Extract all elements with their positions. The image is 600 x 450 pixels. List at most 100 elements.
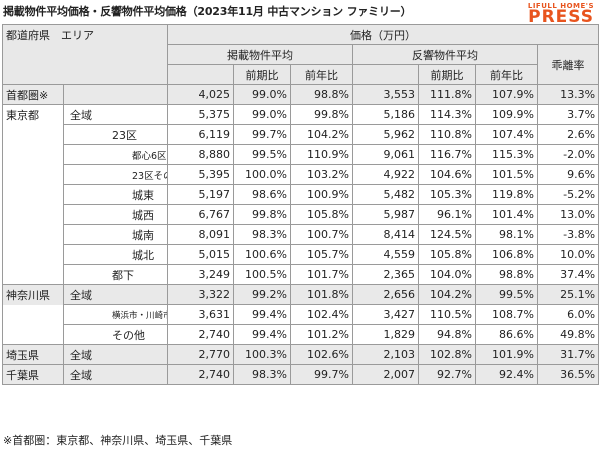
cell-listed-prev-year: 101.8% bbox=[290, 284, 353, 305]
cell-listed-prev-year: 110.9% bbox=[290, 144, 353, 165]
price-table: 都道府県 エリア 価格（万円） 掲載物件平均 反響物件平均 乖離率 前期比 前年… bbox=[2, 24, 600, 385]
cell-gap-rate: 25.1% bbox=[536, 284, 600, 305]
cell-listed-prev-year: 98.8% bbox=[290, 84, 353, 105]
cell-listed-prev-month: 99.4% bbox=[233, 304, 291, 325]
cell-listed-prev-month: 99.7% bbox=[233, 124, 291, 145]
cell-listed-price: 2,740 bbox=[167, 364, 234, 385]
cell-listed-price: 2,770 bbox=[167, 344, 234, 365]
table-row: 東京都 全域 5,375 99.0% 99.8% 5,186 114.3% 109.9% 3.7… bbox=[2, 104, 600, 125]
cell-listed-prev-year: 105.7% bbox=[290, 244, 353, 265]
cell-listed-prev-month: 100.3% bbox=[233, 344, 291, 365]
table-row: 城東 5,197 98.6% 100.9% 5,482 105.3% 119.8% -5.2% bbox=[2, 184, 600, 205]
cell-gap-rate: -2.0% bbox=[536, 144, 600, 165]
cell-listed-price: 3,249 bbox=[167, 264, 234, 285]
header-inquiry-blank bbox=[352, 64, 419, 85]
header-inquiry: 反響物件平均 bbox=[352, 44, 538, 65]
cell-area: 城北 bbox=[63, 244, 168, 265]
cell-listed-prev-month: 100.0% bbox=[233, 164, 291, 185]
cell-gap-rate: 9.6% bbox=[536, 164, 600, 185]
header-listed-blank bbox=[167, 64, 234, 85]
cell-inquiry-prev-year: 106.8% bbox=[475, 244, 538, 265]
cell-inquiry-prev-month: 110.5% bbox=[418, 304, 476, 325]
cell-inquiry-price: 5,482 bbox=[352, 184, 419, 205]
cell-inquiry-price: 4,922 bbox=[352, 164, 419, 185]
cell-gap-rate: 37.4% bbox=[536, 264, 600, 285]
table-row: 都下 3,249 100.5% 101.7% 2,365 104.0% 98.8% 37.4% bbox=[2, 264, 600, 285]
cell-inquiry-prev-year: 99.5% bbox=[475, 284, 538, 305]
cell-gap-rate: 3.7% bbox=[536, 104, 600, 125]
cell-area: 城東 bbox=[63, 184, 168, 205]
cell-gap-rate: 13.3% bbox=[536, 84, 600, 105]
table-row: 埼玉県 全域 2,770 100.3% 102.6% 2,103 102.8% 101.9% 3… bbox=[2, 344, 600, 365]
cell-inquiry-prev-month: 111.8% bbox=[418, 84, 476, 105]
cell-inquiry-prev-year: 107.9% bbox=[475, 84, 538, 105]
cell-prefecture bbox=[2, 144, 64, 165]
cell-listed-price: 3,631 bbox=[167, 304, 234, 325]
cell-prefecture: 埼玉県 bbox=[2, 344, 64, 365]
brand-logo: LIFULL HOME'S PRESS bbox=[528, 2, 594, 26]
cell-inquiry-price: 5,962 bbox=[352, 124, 419, 145]
table-row: 23区 6,119 99.7% 104.2% 5,962 110.8% 107.4% 2.6% bbox=[2, 124, 600, 145]
cell-inquiry-price: 1,829 bbox=[352, 324, 419, 345]
cell-gap-rate: 49.8% bbox=[536, 324, 600, 345]
cell-listed-prev-month: 99.0% bbox=[233, 84, 291, 105]
cell-inquiry-prev-year: 115.3% bbox=[475, 144, 538, 165]
cell-listed-prev-year: 100.7% bbox=[290, 224, 353, 245]
cell-inquiry-prev-year: 109.9% bbox=[475, 104, 538, 125]
cell-listed-prev-month: 98.3% bbox=[233, 364, 291, 385]
cell-listed-prev-year: 104.2% bbox=[290, 124, 353, 145]
cell-inquiry-prev-month: 104.6% bbox=[418, 164, 476, 185]
cell-area: 城南 bbox=[63, 224, 168, 245]
cell-listed-prev-month: 100.5% bbox=[233, 264, 291, 285]
cell-area: 23区その他 bbox=[63, 164, 168, 185]
cell-area: 城西 bbox=[63, 204, 168, 225]
cell-listed-prev-year: 100.9% bbox=[290, 184, 353, 205]
cell-inquiry-prev-year: 101.5% bbox=[475, 164, 538, 185]
cell-listed-prev-month: 99.2% bbox=[233, 284, 291, 305]
cell-inquiry-prev-month: 116.7% bbox=[418, 144, 476, 165]
cell-listed-price: 6,119 bbox=[167, 124, 234, 145]
cell-prefecture bbox=[2, 184, 64, 205]
header-inquiry-prev-month: 前期比 bbox=[418, 64, 476, 85]
cell-listed-price: 8,880 bbox=[167, 144, 234, 165]
cell-gap-rate: 2.6% bbox=[536, 124, 600, 145]
cell-listed-price: 5,197 bbox=[167, 184, 234, 205]
cell-prefecture: 神奈川県 bbox=[2, 284, 64, 305]
cell-prefecture bbox=[2, 204, 64, 225]
cell-area: 全域 bbox=[63, 364, 168, 385]
header-region: 都道府県 エリア bbox=[2, 24, 168, 85]
cell-prefecture bbox=[2, 124, 64, 145]
cell-inquiry-price: 8,414 bbox=[352, 224, 419, 245]
cell-inquiry-price: 2,007 bbox=[352, 364, 419, 385]
cell-inquiry-prev-month: 124.5% bbox=[418, 224, 476, 245]
header-listed-prev-month: 前期比 bbox=[233, 64, 291, 85]
header-inquiry-prev-year: 前年比 bbox=[475, 64, 538, 85]
cell-inquiry-price: 4,559 bbox=[352, 244, 419, 265]
cell-prefecture: 千葉県 bbox=[2, 364, 64, 385]
footnote: ※首都圏：東京都、神奈川県、埼玉県、千葉県 bbox=[3, 434, 233, 447]
cell-area: 全域 bbox=[63, 344, 168, 365]
cell-listed-prev-month: 99.5% bbox=[233, 144, 291, 165]
cell-listed-prev-month: 99.8% bbox=[233, 204, 291, 225]
table-row: その他 2,740 99.4% 101.2% 1,829 94.8% 86.6% 49.8% bbox=[2, 324, 600, 345]
cell-listed-price: 6,767 bbox=[167, 204, 234, 225]
cell-area: 横浜市・川崎市 bbox=[63, 304, 168, 325]
cell-gap-rate: -3.8% bbox=[536, 224, 600, 245]
cell-prefecture bbox=[2, 164, 64, 185]
cell-inquiry-price: 3,427 bbox=[352, 304, 419, 325]
cell-listed-prev-year: 99.8% bbox=[290, 104, 353, 125]
cell-prefecture: 東京都 bbox=[2, 104, 64, 125]
cell-inquiry-prev-month: 114.3% bbox=[418, 104, 476, 125]
cell-inquiry-prev-year: 92.4% bbox=[475, 364, 538, 385]
table-row: 首都圏※ 4,025 99.0% 98.8% 3,553 111.8% 107.9% 13.3… bbox=[2, 84, 600, 105]
cell-prefecture bbox=[2, 224, 64, 245]
header-listed-prev-year: 前年比 bbox=[290, 64, 353, 85]
cell-inquiry-prev-year: 86.6% bbox=[475, 324, 538, 345]
cell-listed-prev-year: 102.6% bbox=[290, 344, 353, 365]
cell-prefecture bbox=[2, 304, 64, 325]
table-row: 23区その他5,395100.0%103.2%4,922104.6%101.5%… bbox=[2, 164, 600, 185]
cell-gap-rate: 13.0% bbox=[536, 204, 600, 225]
cell-gap-rate: 6.0% bbox=[536, 304, 600, 325]
cell-inquiry-prev-year: 119.8% bbox=[475, 184, 538, 205]
table-body: 首都圏※ 4,025 99.0% 98.8% 3,553 111.8% 107.9% 13.3… bbox=[2, 84, 600, 385]
